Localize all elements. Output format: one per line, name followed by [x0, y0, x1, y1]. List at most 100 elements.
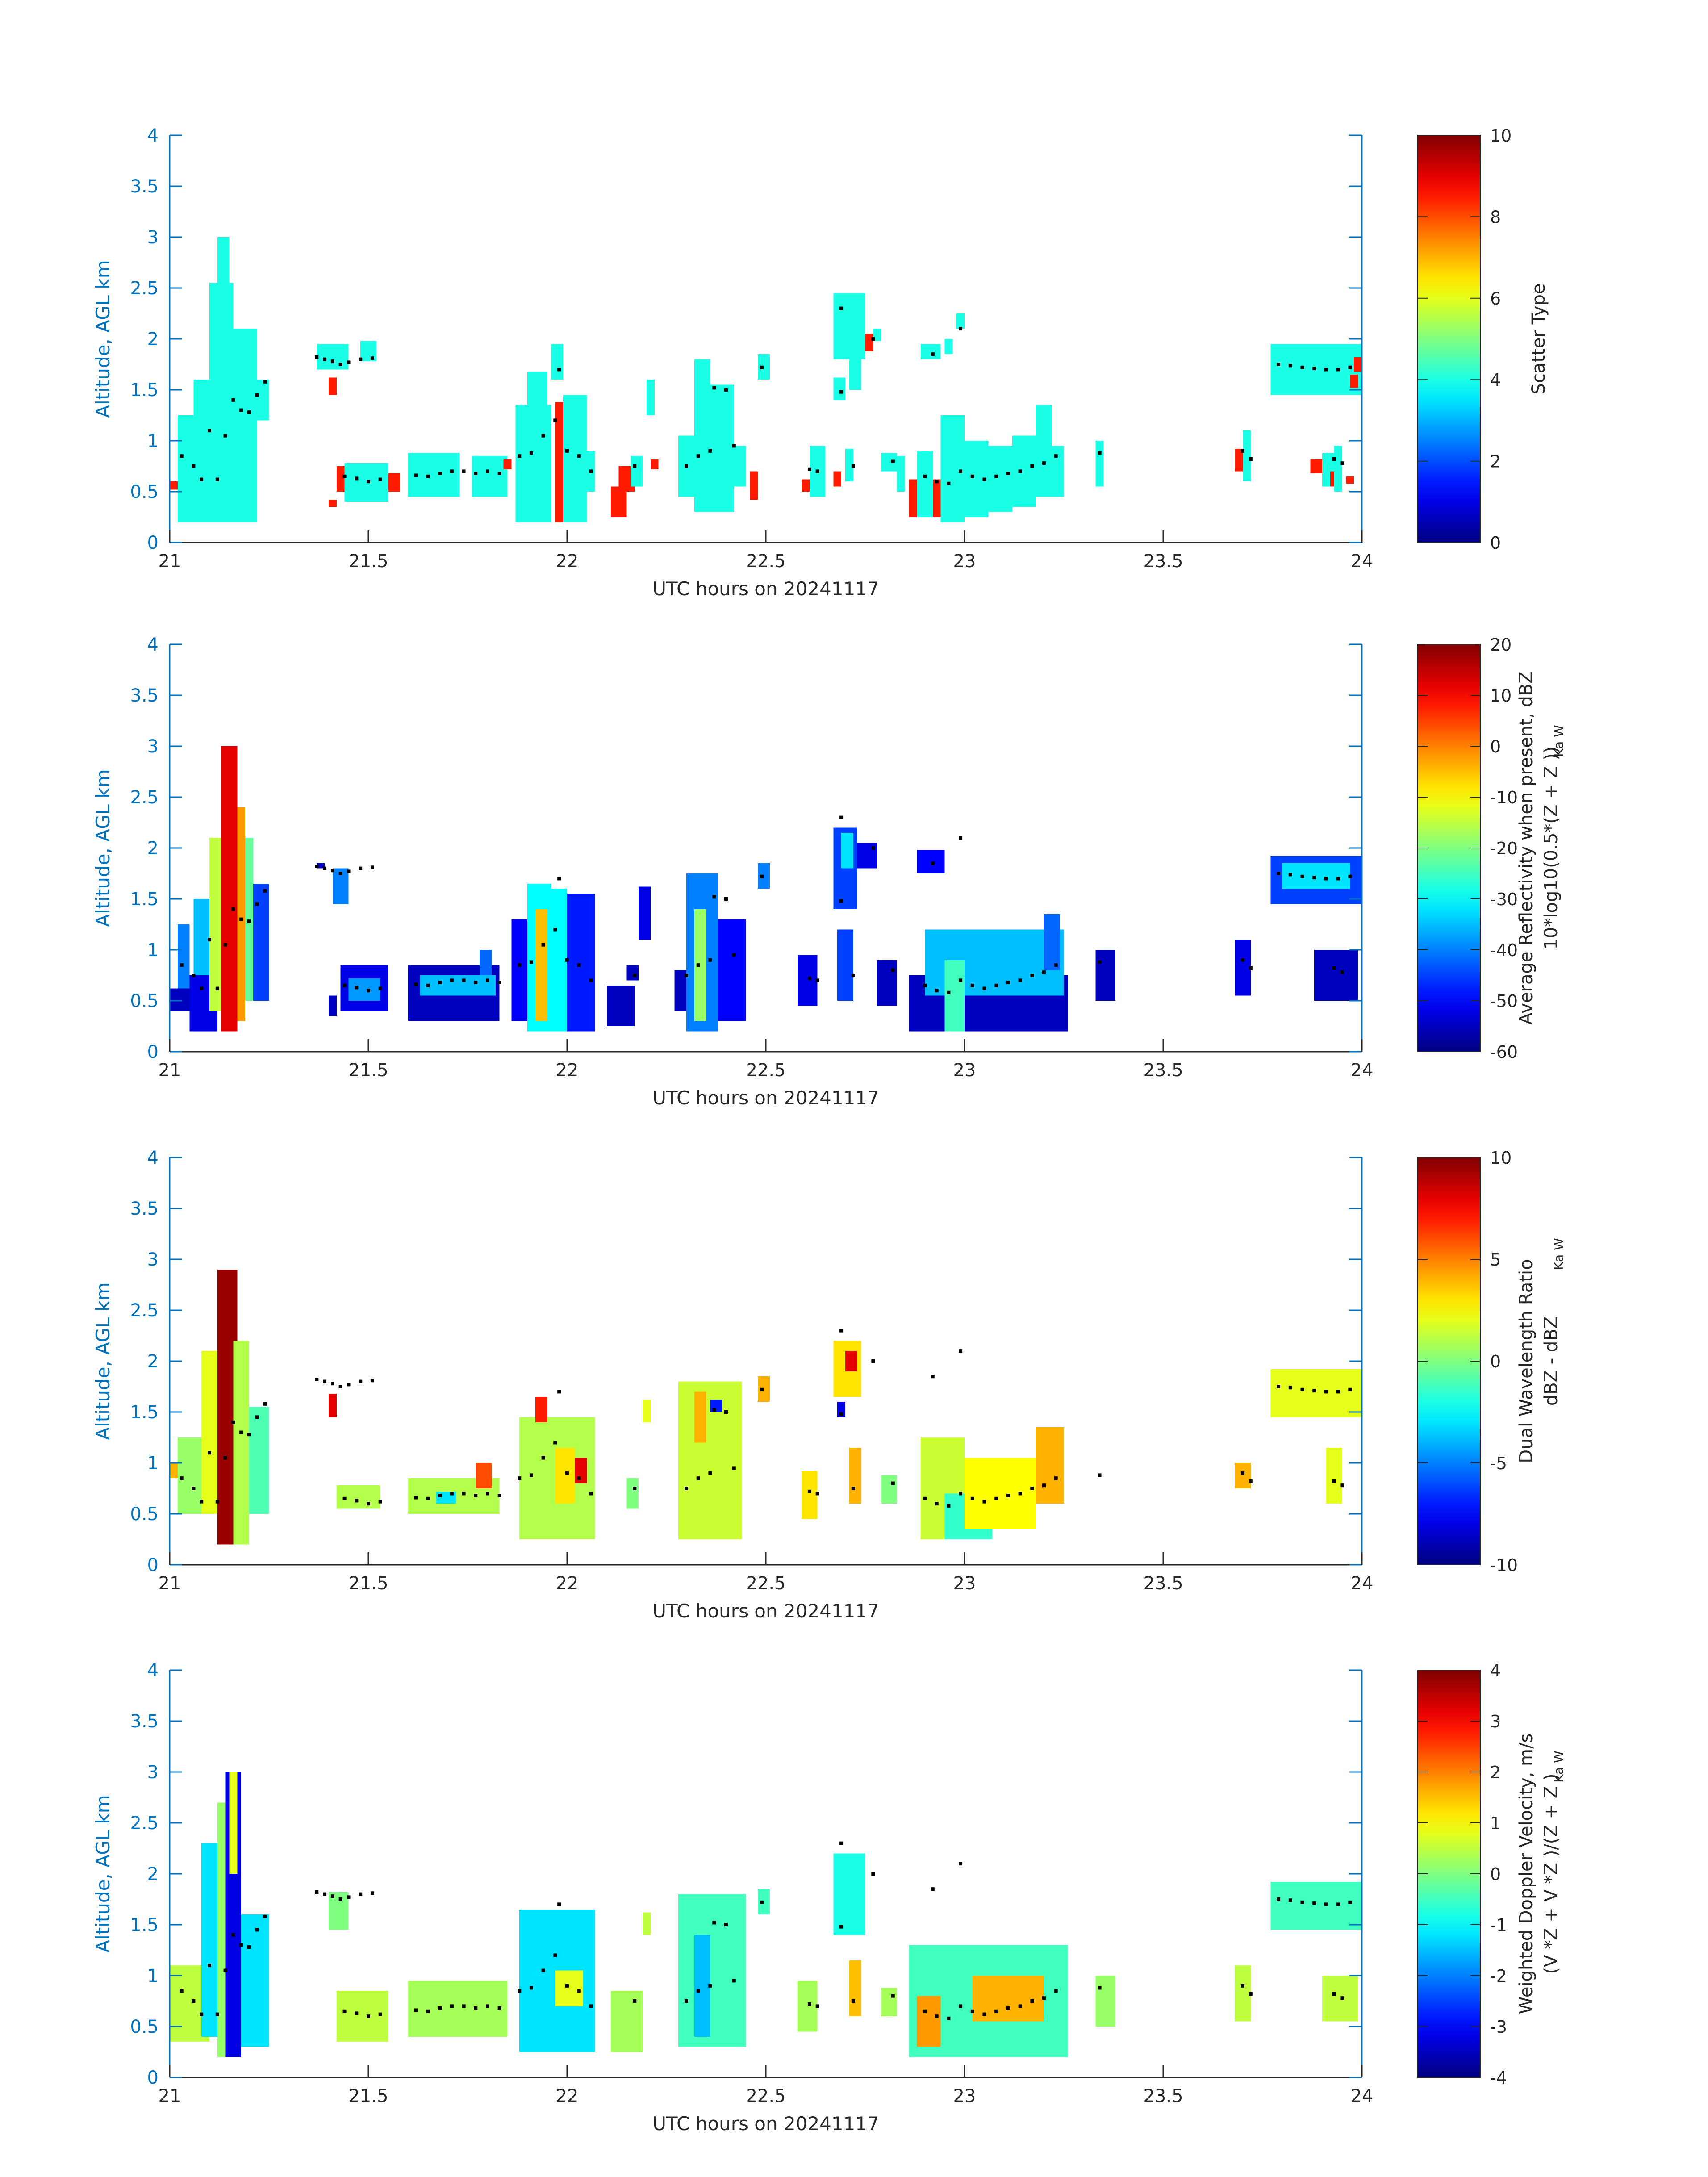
- data-cell: [209, 838, 221, 1011]
- marker-dot: [970, 2009, 974, 2013]
- marker-dot: [732, 953, 736, 957]
- data-cell: [897, 456, 905, 492]
- marker-dot: [923, 1496, 927, 1500]
- marker-dot: [935, 1502, 939, 1506]
- marker-dot: [231, 907, 235, 911]
- marker-dot: [871, 337, 875, 341]
- x-tick-label: 22.5: [746, 1573, 785, 1594]
- marker-dot: [529, 451, 533, 455]
- marker-dot: [1006, 981, 1010, 984]
- marker-dot: [959, 1492, 963, 1496]
- x-tick-label: 23: [953, 1060, 976, 1081]
- marker-dot: [486, 1492, 489, 1496]
- marker-dot: [1340, 461, 1344, 465]
- data-cell: [420, 975, 496, 996]
- marker-dot: [839, 306, 844, 310]
- colorbar-tick-label: 20: [1490, 635, 1512, 655]
- marker-dot: [577, 1476, 581, 1480]
- marker-dot: [982, 986, 986, 990]
- marker-dot: [1340, 1996, 1344, 2000]
- marker-dot: [426, 983, 430, 987]
- data-cell: [336, 1991, 388, 2042]
- colorbar-label-line: Weighted Doppler Velocity, m/s: [1516, 1734, 1537, 2014]
- colorbar-label: Average Reflectivity when present, dBZ 10…: [1516, 671, 1566, 1024]
- marker-dot: [255, 902, 259, 906]
- data-cell: [865, 334, 873, 351]
- data-cell: [1036, 1427, 1064, 1504]
- x-tick-label: 22: [556, 551, 579, 572]
- data-cell: [1012, 435, 1036, 507]
- marker-dot: [215, 477, 219, 481]
- colorbar: [1417, 1670, 1481, 2078]
- colorbar-tick-label: 0: [1490, 737, 1501, 756]
- marker-dot: [438, 981, 442, 984]
- marker-dot: [1324, 877, 1328, 881]
- data-cell: [257, 380, 269, 421]
- marker-dot: [231, 1933, 235, 1937]
- y-tick-label: 1.5: [130, 1402, 159, 1423]
- data-cell: [837, 929, 853, 1001]
- data-cell: [718, 919, 746, 1021]
- marker-dot: [1249, 966, 1253, 970]
- marker-dot: [414, 473, 418, 477]
- data-cell: [694, 909, 706, 1021]
- marker-dot: [1312, 1389, 1316, 1393]
- x-tick-label: 23.5: [1143, 1060, 1183, 1081]
- marker-dot: [871, 1872, 875, 1876]
- marker-dot: [323, 1892, 327, 1896]
- y-tick-label: 4: [147, 635, 159, 655]
- data-cell: [567, 894, 595, 1032]
- colorbar: [1417, 1157, 1481, 1565]
- x-tick-label: 21: [159, 551, 181, 572]
- marker-dot: [323, 866, 327, 870]
- marker-dot: [223, 1968, 227, 1972]
- marker-dot: [724, 388, 728, 392]
- marker-dot: [486, 978, 489, 982]
- marker-dot: [330, 1894, 334, 1898]
- y-axis-label: Altitude, AGL km: [92, 260, 114, 418]
- marker-dot: [931, 1887, 935, 1891]
- marker-dot: [497, 1494, 501, 1497]
- marker-dot: [982, 1500, 986, 1504]
- marker-dot: [633, 974, 637, 977]
- data-cell: [710, 1400, 722, 1412]
- marker-dot: [474, 1494, 478, 1497]
- data-cell: [965, 1458, 1036, 1529]
- y-tick-label: 3: [147, 736, 159, 757]
- marker-dot: [1288, 873, 1292, 877]
- marker-dot: [685, 974, 688, 977]
- marker-dot: [1300, 874, 1304, 878]
- marker-dot: [760, 1387, 764, 1391]
- marker-dot: [315, 865, 319, 868]
- marker-dot: [200, 2012, 204, 2016]
- marker-dot: [732, 1979, 736, 1983]
- marker-dot: [807, 467, 811, 471]
- data-cell: [245, 838, 253, 1001]
- data-cell: [575, 1458, 587, 1483]
- colorbar-tick-label: -50: [1490, 991, 1518, 1011]
- colorbar-tick-label: -5: [1490, 1454, 1507, 1473]
- marker-dot: [370, 1379, 374, 1383]
- colorbar-tick-label: 10: [1490, 126, 1512, 146]
- marker-dot: [529, 1473, 533, 1477]
- marker-dot: [378, 1500, 382, 1504]
- marker-dot: [450, 469, 454, 473]
- marker-dot: [438, 472, 442, 475]
- marker-dot: [1018, 469, 1022, 473]
- marker-dot: [815, 2004, 819, 2008]
- marker-dot: [414, 1496, 418, 1500]
- data-cell: [921, 344, 941, 359]
- marker-dot: [959, 327, 963, 331]
- marker-dot: [1054, 963, 1058, 967]
- marker-dot: [208, 1451, 211, 1455]
- y-tick-label: 3.5: [130, 176, 159, 197]
- marker-dot: [1348, 1387, 1352, 1391]
- marker-dot: [970, 1496, 974, 1500]
- marker-dot: [541, 1968, 545, 1972]
- x-axis-label: UTC hours on 20241117: [652, 578, 879, 600]
- data-cell: [241, 1914, 269, 2047]
- x-tick-label: 22: [556, 1060, 579, 1081]
- marker-dot: [708, 1471, 712, 1475]
- y-tick-label: 2: [147, 1864, 159, 1885]
- marker-dot: [589, 1492, 593, 1496]
